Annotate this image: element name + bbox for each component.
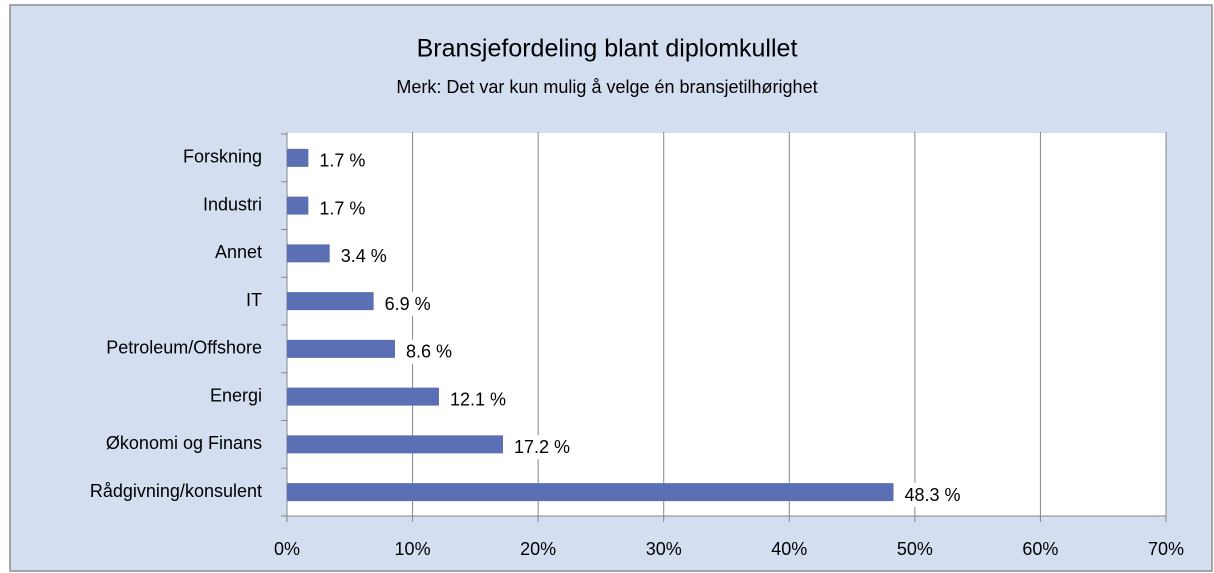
x-tick-label: 70% [1148,539,1184,559]
data-label: 3.4 % [341,246,387,266]
data-label-background [445,387,510,412]
data-label-background [401,339,457,364]
data-label-background [509,435,575,460]
data-label: 8.6 % [406,342,452,362]
bar [287,196,309,215]
y-tick-label: Industri [203,194,262,214]
x-tick-label: 60% [1022,539,1058,559]
y-tick-label: Forskning [183,147,262,167]
x-tick-label: 40% [771,539,807,559]
y-tick-label: Annet [215,242,262,262]
data-label-background [315,148,370,173]
data-label: 48.3 % [905,485,961,505]
bar [287,387,439,406]
data-label: 17.2 % [514,437,570,457]
bar [287,292,374,311]
data-label: 1.7 % [319,151,365,171]
data-label-background [315,196,370,221]
y-tick-label: Petroleum/Offshore [106,338,262,358]
data-label-background [336,244,391,269]
data-label: 6.9 % [385,294,431,314]
x-tick-label: 30% [646,539,682,559]
x-tick-label: 0% [274,539,300,559]
y-tick-label: Økonomi og Finans [106,433,262,453]
y-tick-label: Energi [210,385,262,405]
y-tick-label: Rådgivning/konsulent [90,481,262,501]
x-tick-label: 50% [897,539,933,559]
chart-title: Bransjefordeling blant diplomkullet [417,35,798,63]
bar [287,435,503,454]
bar [287,244,330,263]
bar [287,148,309,167]
bar [287,339,395,358]
chart-subtitle: Merk: Det var kun mulig å velge én brans… [396,77,817,97]
data-label: 1.7 % [319,198,365,218]
data-label-background [380,291,435,316]
plot-area [287,133,1166,516]
x-tick-label: 10% [395,539,431,559]
x-tick-label: 20% [520,539,556,559]
y-tick-label: IT [246,290,262,310]
bar [287,483,894,502]
data-label: 12.1 % [450,389,506,409]
data-label-background [900,482,965,507]
